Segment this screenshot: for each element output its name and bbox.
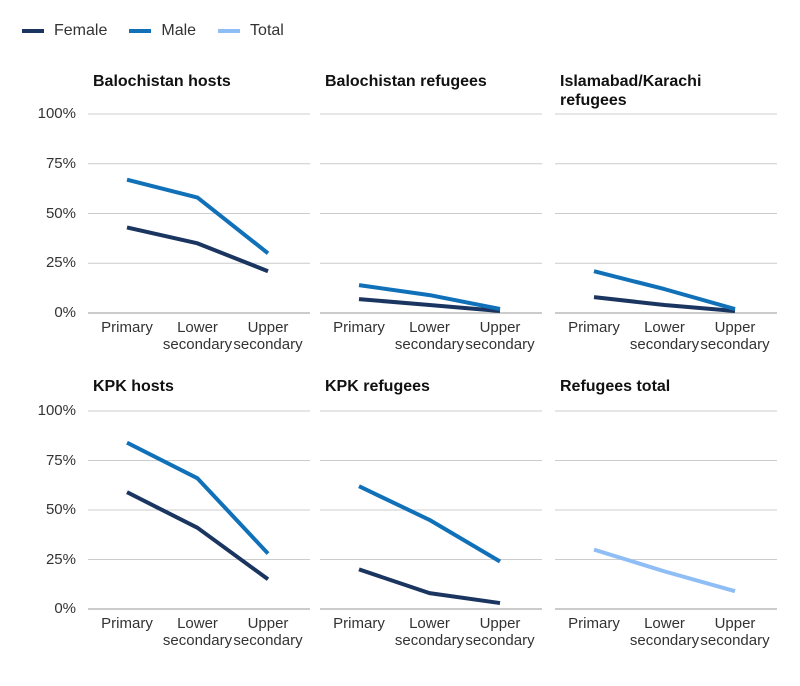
y-tick-label: 75% bbox=[45, 451, 76, 469]
legend-label: Total bbox=[250, 22, 284, 39]
series-line bbox=[593, 269, 736, 311]
y-tick-label: 0% bbox=[54, 304, 76, 321]
legend-swatch bbox=[218, 29, 241, 33]
y-tick-label: 100% bbox=[37, 402, 76, 419]
series-line bbox=[126, 177, 270, 255]
legend-item: Female bbox=[22, 22, 107, 40]
y-tick-label: 50% bbox=[45, 501, 76, 518]
legend-swatch bbox=[129, 29, 152, 33]
legend-item: Male bbox=[129, 22, 196, 40]
series-line bbox=[358, 283, 501, 311]
series-line bbox=[126, 225, 269, 274]
x-tick-label: Upper secondary bbox=[465, 615, 535, 649]
legend-label: Female bbox=[54, 22, 108, 39]
x-tick-label: Lower secondary bbox=[162, 615, 233, 649]
series-line bbox=[358, 567, 501, 606]
x-tick-label: Lower secondary bbox=[629, 319, 700, 353]
series-line bbox=[358, 297, 501, 314]
y-tick-label: 25% bbox=[45, 550, 76, 568]
y-tick-label: 50% bbox=[45, 204, 76, 222]
series-line bbox=[126, 490, 270, 581]
legend-item: Total bbox=[218, 22, 284, 40]
panel-title: Islamabad/Karachi refugees bbox=[560, 73, 702, 109]
x-tick-label: Lower secondary bbox=[394, 319, 465, 353]
x-tick-label: Primary bbox=[101, 319, 153, 336]
y-tick-label: 75% bbox=[45, 154, 76, 172]
x-tick-label: Upper secondary bbox=[700, 615, 770, 649]
legend-label: Male bbox=[161, 22, 197, 39]
x-tick-label: Primary bbox=[568, 319, 620, 336]
x-tick-label: Primary bbox=[568, 615, 620, 632]
panel-title: KPK hosts bbox=[93, 378, 174, 395]
x-tick-label: Lower secondary bbox=[629, 615, 700, 649]
x-tick-label: Upper secondary bbox=[233, 319, 303, 353]
panel-title: Balochistan refugees bbox=[325, 73, 487, 90]
x-tick-label: Upper secondary bbox=[233, 615, 303, 649]
y-tick-label: 0% bbox=[54, 600, 76, 617]
legend-swatch bbox=[22, 29, 44, 33]
series-line bbox=[358, 484, 502, 564]
series-line bbox=[593, 547, 736, 594]
x-tick-label: Primary bbox=[101, 615, 153, 632]
x-tick-label: Primary bbox=[333, 319, 385, 336]
panel-title: Refugees total bbox=[560, 378, 671, 395]
y-tick-label: 100% bbox=[37, 105, 76, 122]
x-tick-label: Upper secondary bbox=[700, 319, 770, 353]
panel-title: Balochistan hosts bbox=[93, 73, 231, 90]
series-line bbox=[126, 440, 270, 555]
x-tick-label: Lower secondary bbox=[394, 615, 465, 649]
panel-title: KPK refugees bbox=[325, 378, 430, 395]
series-line bbox=[593, 295, 736, 314]
x-tick-label: Lower secondary bbox=[162, 319, 233, 353]
y-tick-label: 25% bbox=[45, 254, 76, 272]
x-tick-label: Upper secondary bbox=[465, 319, 535, 353]
x-tick-label: Primary bbox=[333, 615, 385, 632]
